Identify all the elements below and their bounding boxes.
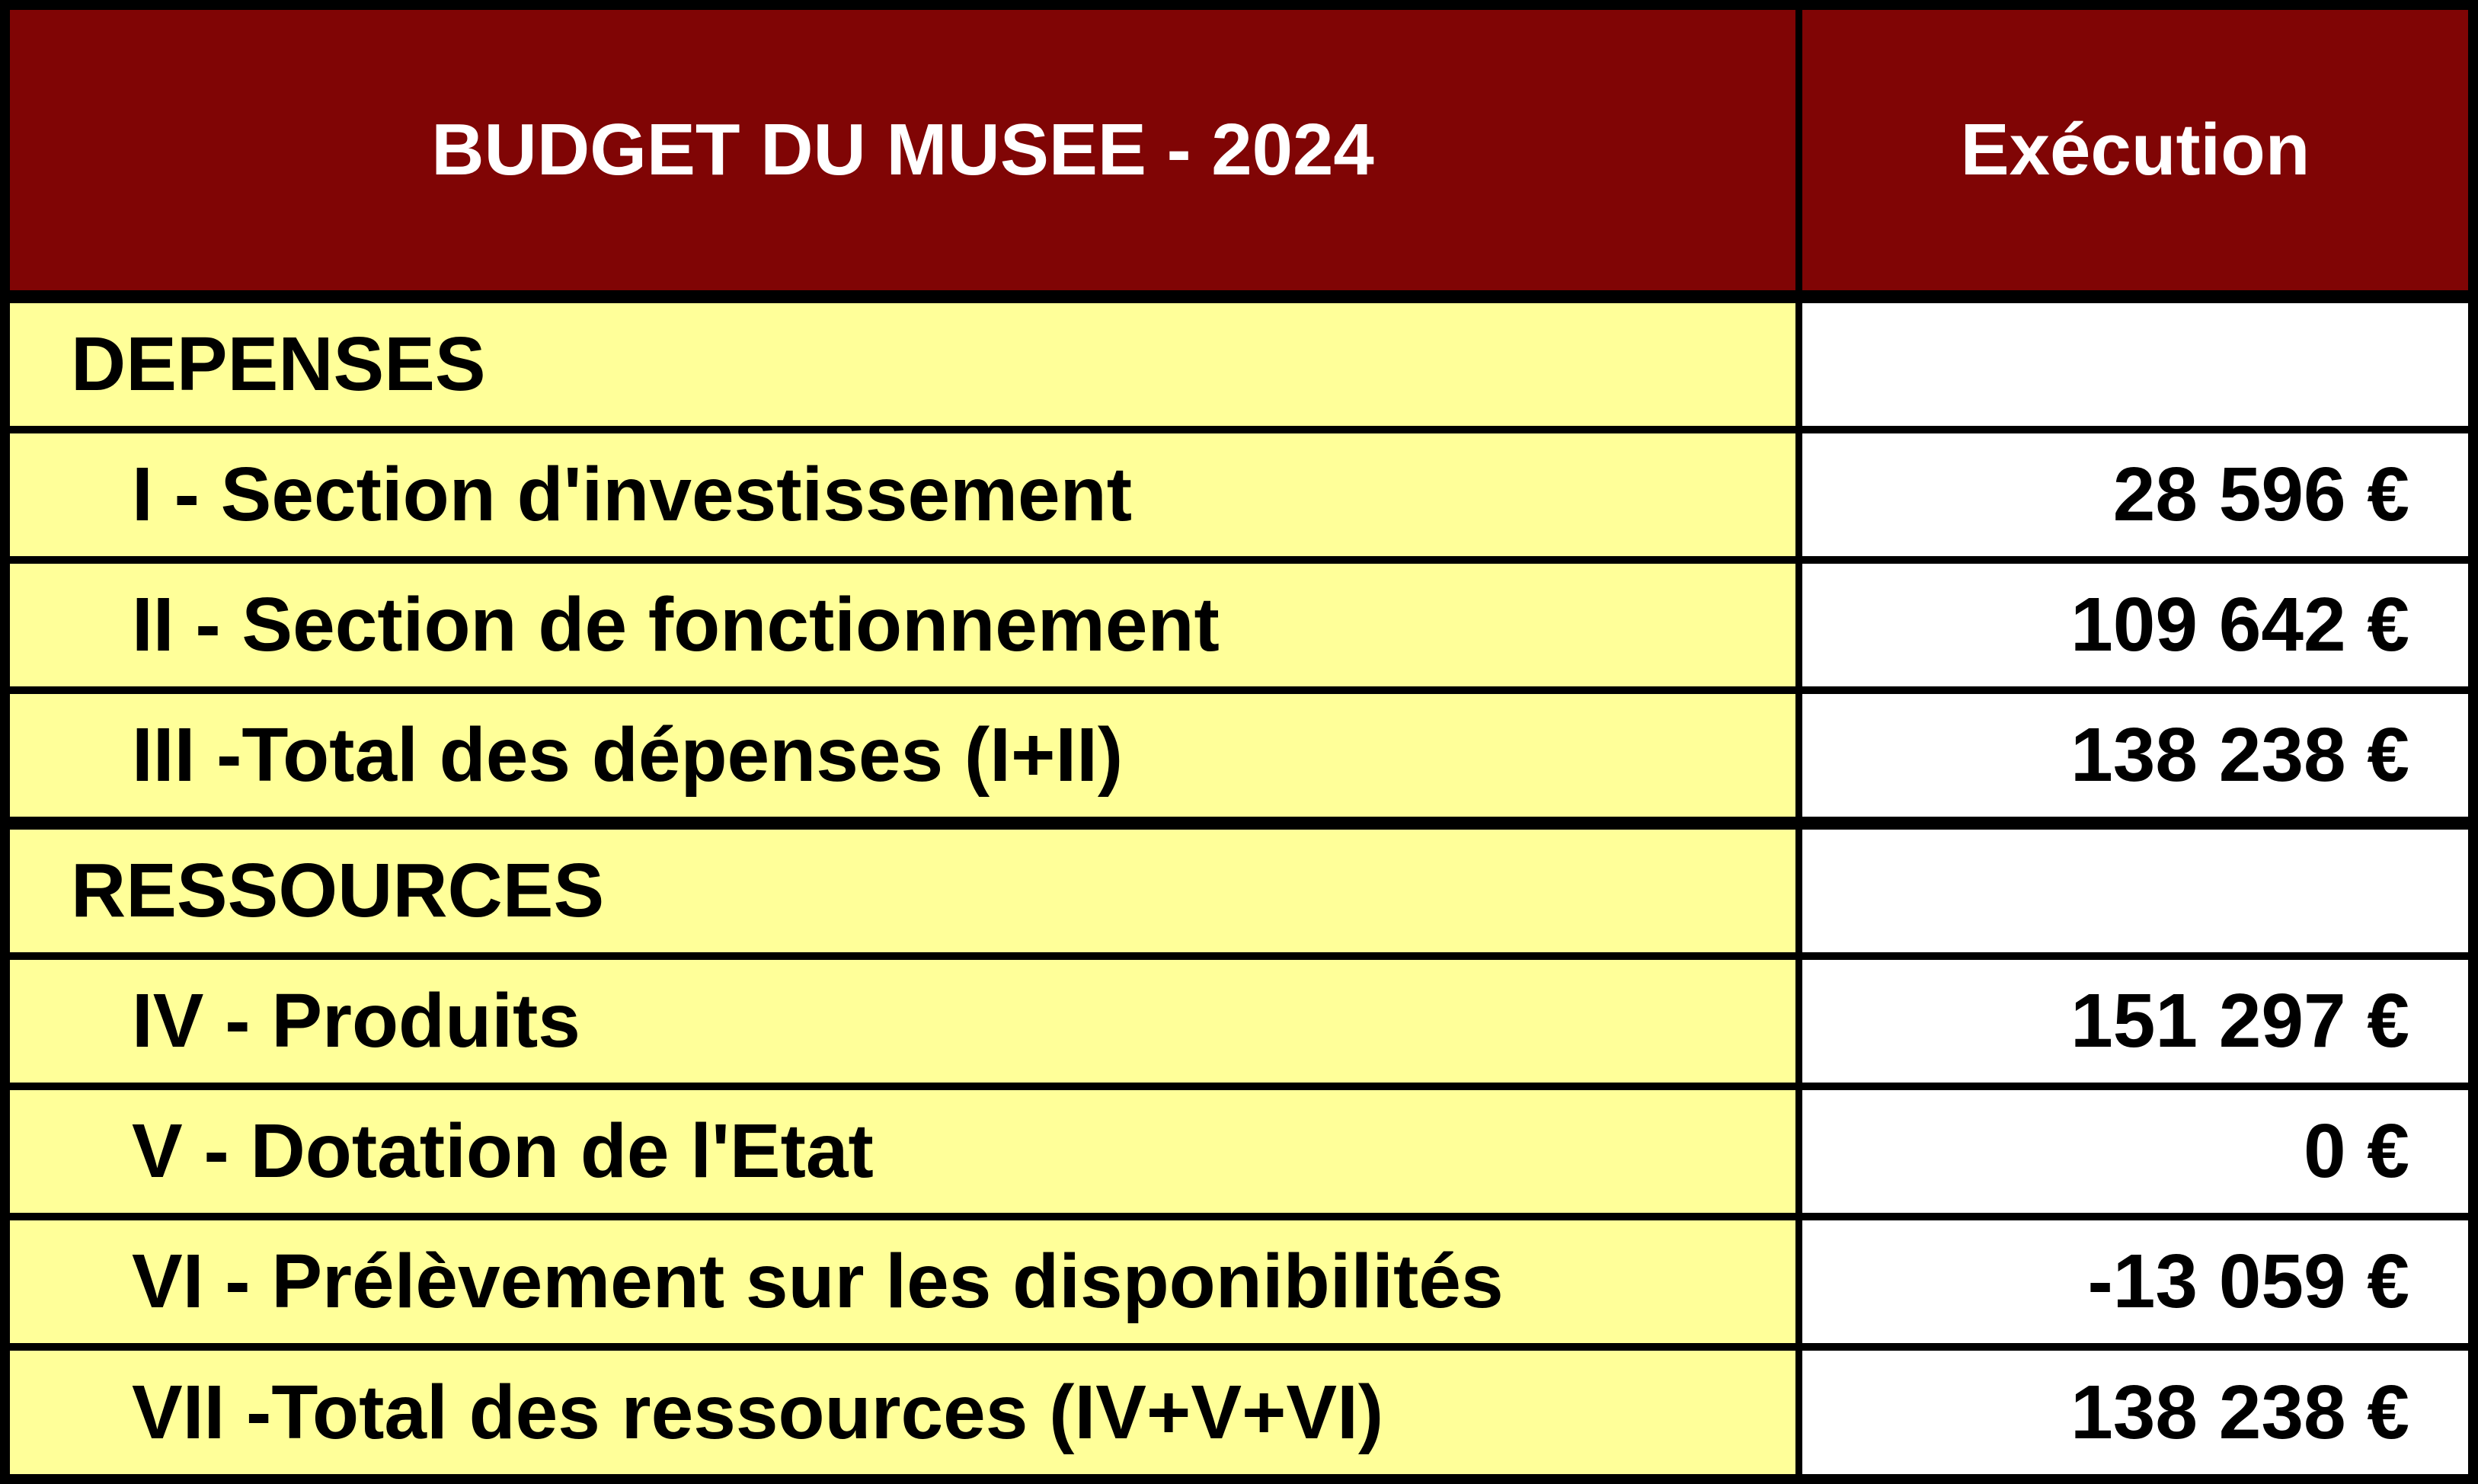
row-value: 109 642 € [1802,564,2468,686]
table-row-depenses: DEPENSES [10,303,2468,426]
row-value [1802,830,2468,952]
row-value [1802,303,2468,426]
table-row-total-ressources: VII -Total des ressources (IV+V+VI) 138 … [10,1351,2468,1474]
row-label: IV - Produits [10,960,1795,1083]
table-row-section-fonctionnement: II - Section de fonctionnement 109 642 € [10,564,2468,686]
row-label: I - Section d'investissement [10,433,1795,556]
table-row-prelevement-disponibilites: VI - Prélèvement sur les disponibilités … [10,1220,2468,1343]
row-label: V - Dotation de l'Etat [10,1090,1795,1213]
row-label: VI - Prélèvement sur les disponibilités [10,1220,1795,1343]
table-row-section-investissement: I - Section d'investissement 28 596 € [10,433,2468,556]
table-header-row: BUDGET DU MUSEE - 2024 Exécution [10,10,2468,290]
table-row-produits: IV - Produits 151 297 € [10,960,2468,1083]
row-label: DEPENSES [10,303,1795,426]
row-label: III -Total des dépenses (I+II) [10,694,1795,817]
table-header-execution: Exécution [1802,10,2468,290]
row-value: 138 238 € [1802,694,2468,817]
row-value: 151 297 € [1802,960,2468,1083]
row-value: -13 059 € [1802,1220,2468,1343]
table-row-ressources: RESSOURCES [10,830,2468,952]
table-row-dotation-etat: V - Dotation de l'Etat 0 € [10,1090,2468,1213]
table-header-title: BUDGET DU MUSEE - 2024 [10,10,1795,290]
row-label: VII -Total des ressources (IV+V+VI) [10,1351,1795,1474]
row-value: 138 238 € [1802,1351,2468,1474]
row-value: 28 596 € [1802,433,2468,556]
row-label: II - Section de fonctionnement [10,564,1795,686]
row-value: 0 € [1802,1090,2468,1213]
table-row-total-depenses: III -Total des dépenses (I+II) 138 238 € [10,694,2468,817]
row-label: RESSOURCES [10,830,1795,952]
